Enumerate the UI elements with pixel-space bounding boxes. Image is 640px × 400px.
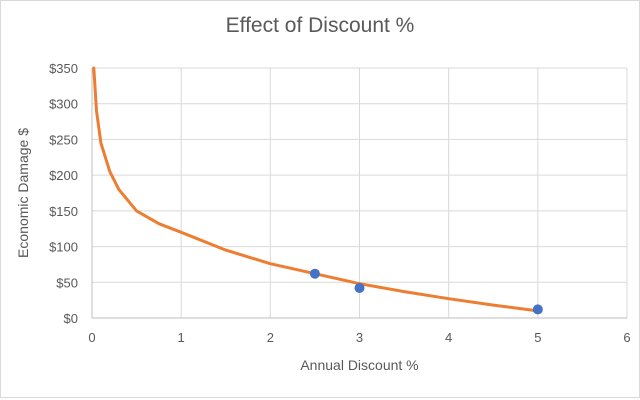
y-axis-title: Economic Damage $ — [15, 128, 31, 258]
data-point — [532, 304, 543, 315]
axes — [91, 68, 627, 319]
trendline — [92, 66, 540, 313]
series-layer — [92, 66, 543, 315]
y-tick-label: $200 — [49, 168, 78, 183]
x-tick-label: 5 — [534, 330, 541, 345]
data-point — [354, 283, 365, 293]
x-tick-label: 2 — [267, 330, 274, 345]
y-tick-label: $350 — [49, 61, 78, 76]
data-point — [309, 268, 320, 279]
y-tick-label: $0 — [64, 311, 78, 326]
tick-labels: $0 $50 $100 $150 $200 $250 $300 $350 0 1 2 3 4 5 6 — [49, 61, 631, 345]
y-tick-label: $100 — [49, 240, 78, 255]
y-tick-label: $250 — [49, 132, 78, 147]
y-tick-label: $150 — [49, 204, 78, 219]
x-tick-label: 6 — [623, 330, 630, 345]
grid-lines — [92, 67, 628, 318]
y-tick-label: $50 — [56, 275, 78, 290]
x-tick-label: 4 — [445, 330, 452, 345]
x-axis-title: Annual Discount % — [300, 357, 418, 373]
x-tick-label: 0 — [88, 330, 95, 345]
x-tick-label: 1 — [178, 330, 185, 345]
x-tick-label: 3 — [356, 330, 363, 345]
y-tick-label: $300 — [49, 97, 78, 112]
chart-title: Effect of Discount % — [225, 14, 415, 37]
